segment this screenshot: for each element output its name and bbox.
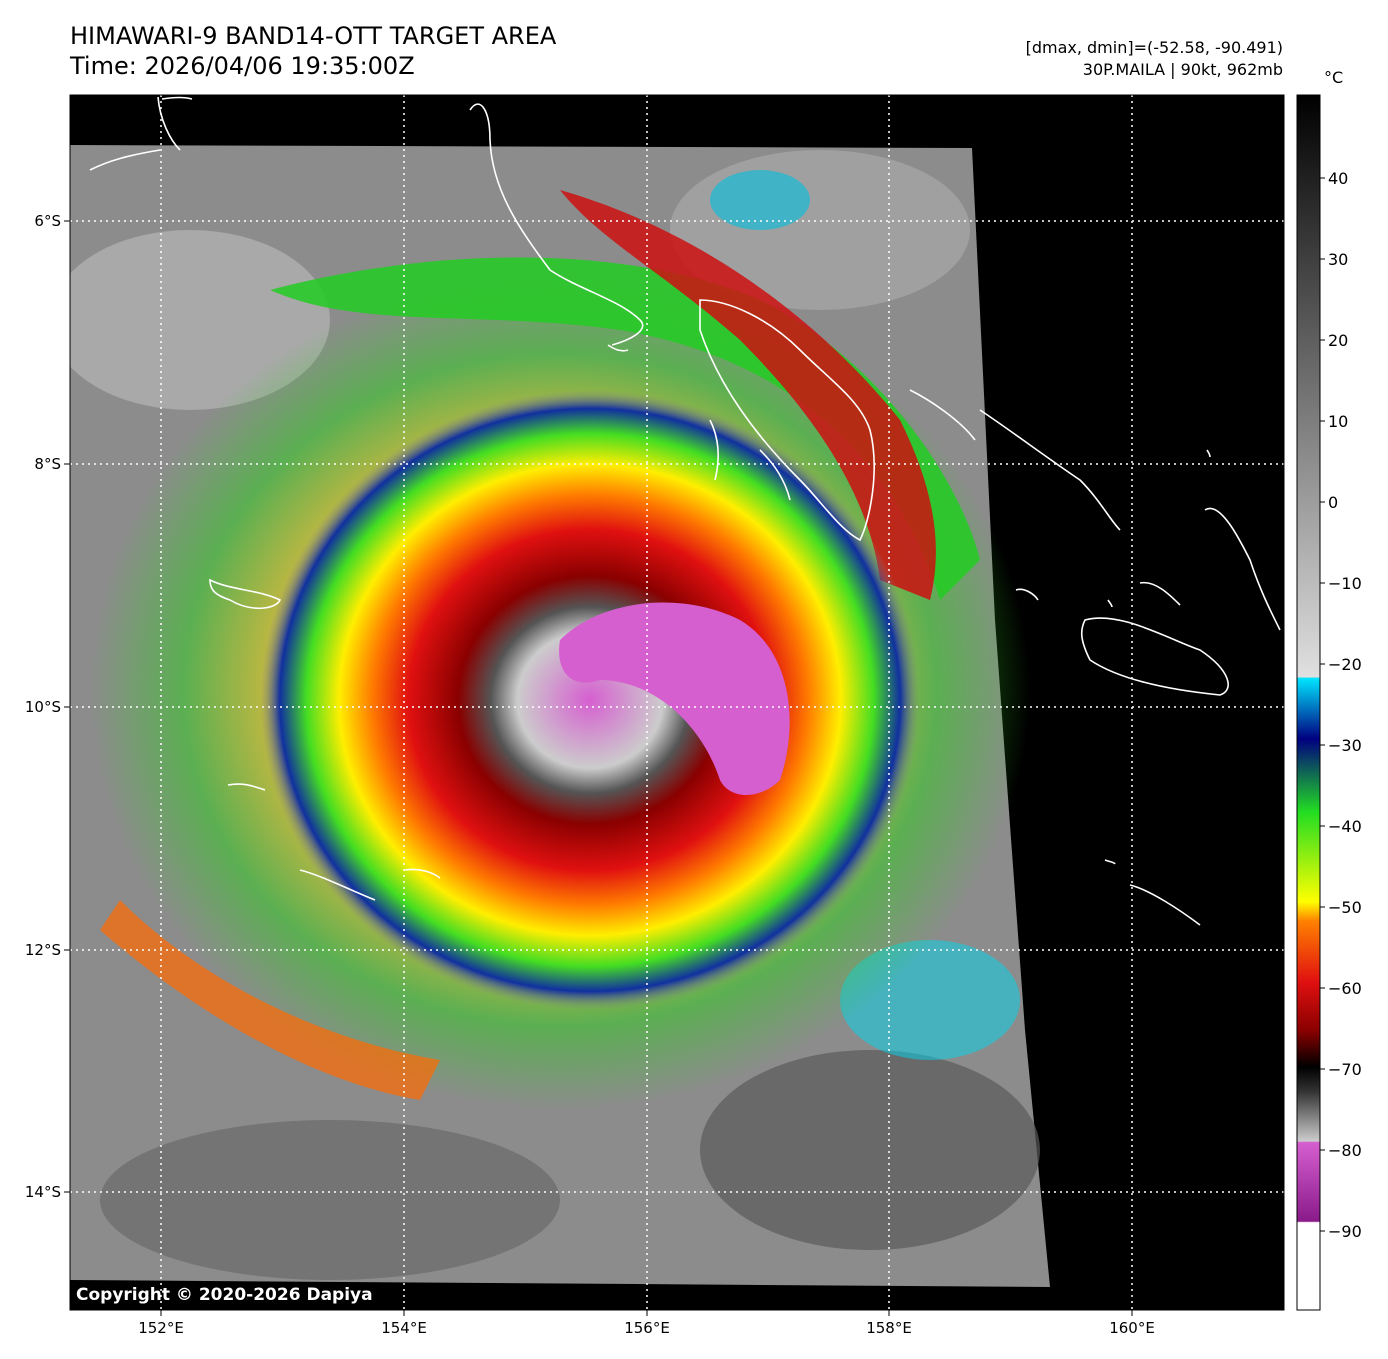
colorbar bbox=[1296, 94, 1321, 1311]
longitude-axis: 152°E 154°E 156°E 158°E 160°E bbox=[138, 1310, 1155, 1337]
storm-info: 30P.MAILA | 90kt, 962mb bbox=[1082, 60, 1283, 79]
intensity-range: [dmax, dmin]=(-52.58, -90.491) bbox=[1025, 38, 1283, 57]
central-dense-overcast bbox=[260, 390, 920, 1010]
eastern-rainband bbox=[560, 190, 936, 600]
lat-tick-label: 10°S bbox=[25, 698, 61, 716]
lat-tick-label: 8°S bbox=[34, 455, 61, 473]
copyright-notice: Copyright © 2020-2026 Dapiya bbox=[76, 1285, 373, 1305]
lon-tick-label: 154°E bbox=[381, 1319, 427, 1337]
colorbar-tick-label: −40 bbox=[1328, 817, 1362, 836]
latitude-axis: 6°S 8°S 10°S 12°S 14°S bbox=[25, 212, 70, 1201]
colorbar-ticks: 40 30 20 10 0 −10 −20 −30 −40 −50 −60 −70 −80 −90 bbox=[1320, 169, 1362, 1241]
lat-tick-label: 12°S bbox=[25, 941, 61, 959]
lon-tick-label: 152°E bbox=[138, 1319, 184, 1337]
colorbar-tick-label: 0 bbox=[1328, 493, 1338, 512]
colorbar-tick-label: 10 bbox=[1328, 412, 1348, 431]
southern-rainband bbox=[100, 900, 440, 1100]
graticule bbox=[70, 95, 1284, 1310]
chart-time: Time: 2026/04/06 19:35:00Z bbox=[70, 52, 415, 80]
colorbar-tick-label: 40 bbox=[1328, 169, 1348, 188]
colorbar-tick-label: −10 bbox=[1328, 574, 1362, 593]
colorbar-tick-label: −90 bbox=[1328, 1222, 1362, 1241]
colorbar-tick-label: −20 bbox=[1328, 655, 1362, 674]
colorbar-tick-label: −80 bbox=[1328, 1141, 1362, 1160]
colorbar-tick-label: 30 bbox=[1328, 250, 1348, 269]
lat-tick-label: 6°S bbox=[34, 212, 61, 230]
colorbar-tick-label: −50 bbox=[1328, 898, 1362, 917]
coldest-cloud-tops bbox=[559, 602, 790, 795]
map-frame bbox=[69, 94, 1285, 1311]
chart-title: HIMAWARI-9 BAND14-OTT TARGET AREA bbox=[70, 22, 557, 50]
colorbar-tick-label: 20 bbox=[1328, 331, 1348, 350]
lon-tick-label: 158°E bbox=[866, 1319, 912, 1337]
colorbar-tick-label: −30 bbox=[1328, 736, 1362, 755]
coastlines bbox=[89, 96, 1281, 926]
lon-tick-label: 160°E bbox=[1109, 1319, 1155, 1337]
colorbar-tick-label: −60 bbox=[1328, 979, 1362, 998]
lon-tick-label: 156°E bbox=[624, 1319, 670, 1337]
colorbar-unit: °C bbox=[1324, 68, 1344, 87]
colorbar-tick-label: −70 bbox=[1328, 1060, 1362, 1079]
lat-tick-label: 14°S bbox=[25, 1183, 61, 1201]
